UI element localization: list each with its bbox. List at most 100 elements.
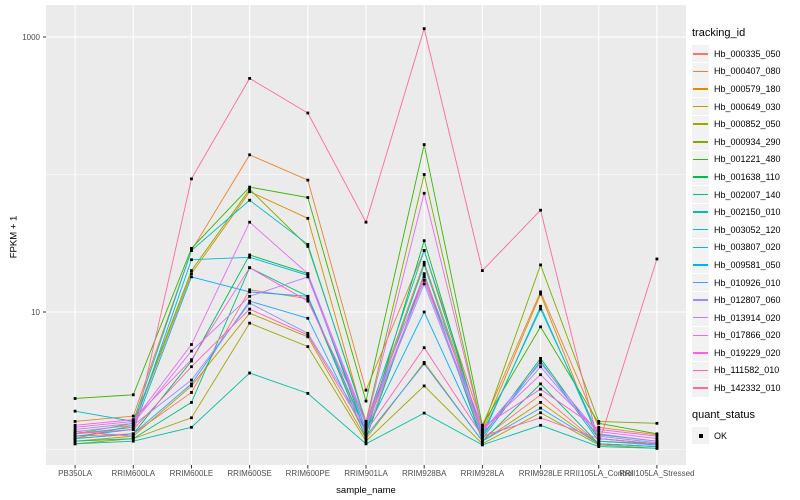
legend-line-icon [693,316,708,319]
data-point [131,425,135,429]
data-point [655,445,659,448]
legend-key-swatch [692,98,709,116]
data-point [190,272,193,276]
data-point [597,421,601,425]
legend-key-swatch [692,150,709,168]
data-point [422,272,426,276]
legend-key-swatch [692,291,709,309]
data-point [539,411,542,415]
legend-key-swatch [692,309,709,327]
data-point [73,442,77,446]
legend-line-icon [693,369,708,372]
legend-line-icon [693,193,708,196]
data-point [422,143,426,146]
data-point [248,290,252,294]
legend-item-label: Hb_001221_480 [714,154,781,165]
legend-key-swatch [692,379,709,397]
data-point [597,432,601,436]
legend-key-swatch [692,133,709,151]
data-point [422,173,426,176]
data-point [422,411,426,415]
data-point [131,434,135,438]
data-point [422,249,426,252]
data-point [480,423,484,427]
data-point [364,439,368,443]
data-point [131,414,135,418]
legend-key-swatch [692,361,709,379]
legend-item-Hb_002150_010: Hb_002150_010 [692,203,798,221]
data-point [597,425,601,429]
data-point [190,391,193,394]
data-point [190,269,193,273]
data-point [190,378,193,382]
legend-line-icon [693,105,708,108]
data-point [597,434,601,438]
legend-item-Hb_000335_050: Hb_000335_050 [692,45,798,63]
plot-area [43,5,686,469]
data-point [190,358,193,362]
data-point [190,258,193,262]
data-point [306,316,310,320]
legend-line-icon [693,228,708,231]
data-point [190,247,193,250]
data-point [422,263,426,267]
data-point [422,282,426,286]
data-point [597,420,601,423]
data-point [364,423,368,427]
data-point [73,428,77,431]
data-point [306,297,310,301]
data-point [597,428,601,431]
data-point [248,198,252,202]
data-point [539,325,542,329]
data-point [248,253,252,257]
legend-item-label: Hb_019229_020 [714,347,781,358]
data-point [480,425,484,429]
data-point [539,292,542,296]
legend-item-label: Hb_002150_010 [714,207,781,218]
data-point [248,255,252,259]
legend-key-swatch [692,326,709,344]
legend-line-icon [693,141,708,143]
data-point [539,382,542,386]
data-point [131,428,135,431]
data-point [364,425,368,429]
data-point [190,275,193,279]
data-point [248,185,252,189]
legend-line-icon [693,53,708,55]
data-point [364,388,368,392]
legend-item-label: Hb_009581_050 [714,259,781,270]
data-point [364,432,368,436]
data-point [73,434,77,438]
y-tick-label-1000: 1000 [22,32,40,42]
x-tick-label-RRIM928LE: RRIM928LE [518,469,563,478]
data-point [539,307,542,311]
legend-item-Hb_017866_020: Hb_017866_020 [692,326,798,345]
data-point [597,430,601,433]
legend-line-icon [693,281,708,284]
legend-key-swatch [692,256,709,274]
data-point [190,384,193,388]
data-point [480,428,484,431]
legend-line-icon [693,123,708,125]
legend-key-swatch [692,274,709,292]
legend-item-label: Hb_000335_050 [714,48,781,59]
legend-item-Hb_019229_020: Hb_019229_020 [692,344,798,362]
legend-item-label: Hb_000934_290 [714,136,781,147]
legend-line-icon [693,264,708,266]
legend-key-swatch [692,45,709,63]
data-point [422,278,426,282]
data-point [422,27,426,31]
legend-item-label: Hb_142332_010 [714,383,781,394]
legend-item-Hb_009581_050: Hb_009581_050 [692,256,798,274]
legend-item-Hb_142332_010: Hb_142332_010 [692,379,798,397]
data-point [306,196,310,199]
data-point [539,263,542,267]
x-tick-label-RRII105LA_Control: RRII105LA_Control [564,469,634,478]
legend-line-icon [693,387,708,389]
data-point [655,446,659,450]
legend-item-label: Hb_000407_080 [714,66,781,77]
data-point [655,257,659,261]
legend-line-icon [693,211,708,213]
data-point [248,321,252,325]
